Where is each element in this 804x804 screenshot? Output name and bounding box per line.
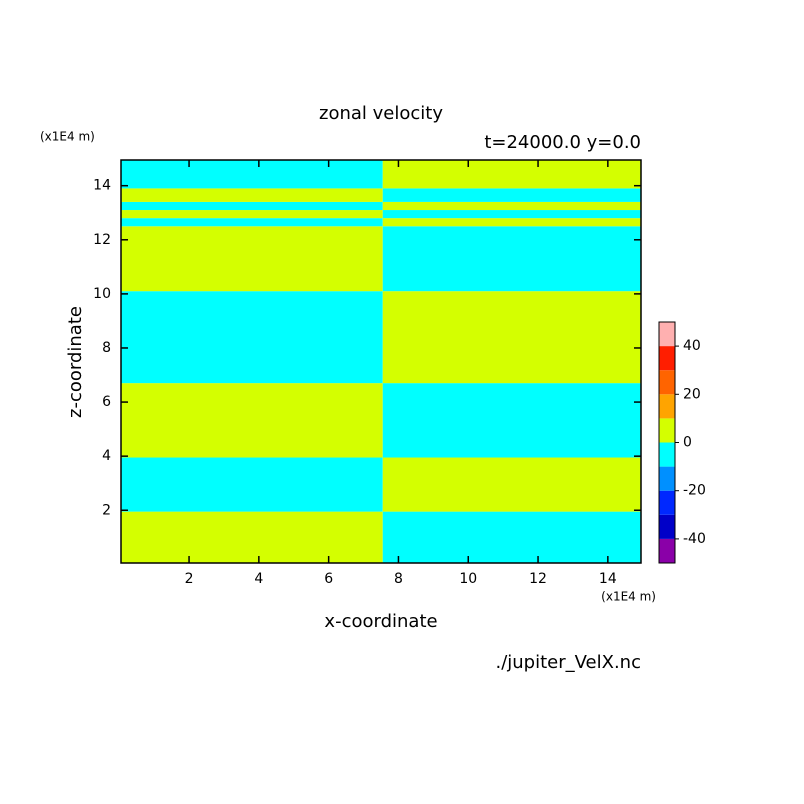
colorbar-segment xyxy=(659,418,675,443)
x-unit: (x1E4 m) xyxy=(601,590,656,604)
cell xyxy=(121,511,383,563)
y-tick-label: 2 xyxy=(102,502,111,518)
colorbar-tick-label: -20 xyxy=(683,483,706,499)
y-tick-label: 8 xyxy=(102,340,111,356)
cell xyxy=(382,511,641,563)
colorbar-segment xyxy=(659,370,675,395)
cell xyxy=(382,160,641,189)
colorbar-tick-label: 0 xyxy=(683,435,692,451)
colorbar-segment xyxy=(659,538,675,563)
cell xyxy=(121,201,383,211)
y-tick-label: 6 xyxy=(102,394,111,410)
field xyxy=(121,160,641,563)
y-unit: (x1E4 m) xyxy=(40,130,95,144)
y-tick-label: 4 xyxy=(102,448,111,464)
cell xyxy=(382,188,641,202)
cell xyxy=(382,218,641,227)
cell xyxy=(382,210,641,219)
cell xyxy=(121,457,383,512)
cell xyxy=(121,383,383,458)
colorbar-segment xyxy=(659,322,675,347)
colorbar-segment xyxy=(659,394,675,419)
x-axis-label: x-coordinate xyxy=(324,611,437,632)
y-axis-label: z-coordinate xyxy=(65,306,86,418)
x-tick-label: 12 xyxy=(529,571,547,587)
cell xyxy=(382,457,641,512)
x-tick-label: 6 xyxy=(324,571,333,587)
x-tick-label: 10 xyxy=(459,571,477,587)
colorbar-tick-label: 40 xyxy=(683,338,701,354)
cell xyxy=(121,226,383,292)
colorbar-tick-label: 20 xyxy=(683,386,701,402)
cell xyxy=(121,291,383,384)
plot-frame xyxy=(120,159,642,564)
colorbar-segment xyxy=(659,466,675,491)
chart-title: zonal velocity xyxy=(319,103,443,124)
subtitle: t=24000.0 y=0.0 xyxy=(484,132,641,153)
y-tick-label: 12 xyxy=(93,232,111,248)
cell xyxy=(382,201,641,211)
x-tick-label: 2 xyxy=(185,571,194,587)
cell xyxy=(382,291,641,384)
colorbar-segment xyxy=(659,442,675,467)
x-tick-label: 8 xyxy=(394,571,403,587)
source: ./jupiter_VelX.nc xyxy=(495,652,641,673)
colorbar-segment xyxy=(659,514,675,539)
cell xyxy=(382,226,641,292)
cell xyxy=(121,160,383,189)
colorbar-tick-label: -40 xyxy=(683,531,706,547)
colorbar-segment xyxy=(659,490,675,515)
x-tick-label: 4 xyxy=(254,571,263,587)
cell xyxy=(121,210,383,219)
x-tick-label: 14 xyxy=(599,571,617,587)
y-tick-label: 10 xyxy=(93,286,111,302)
y-tick-label: 14 xyxy=(93,178,111,194)
cell xyxy=(121,188,383,202)
cell xyxy=(121,218,383,227)
colorbar-segment xyxy=(659,346,675,371)
cell xyxy=(382,383,641,458)
